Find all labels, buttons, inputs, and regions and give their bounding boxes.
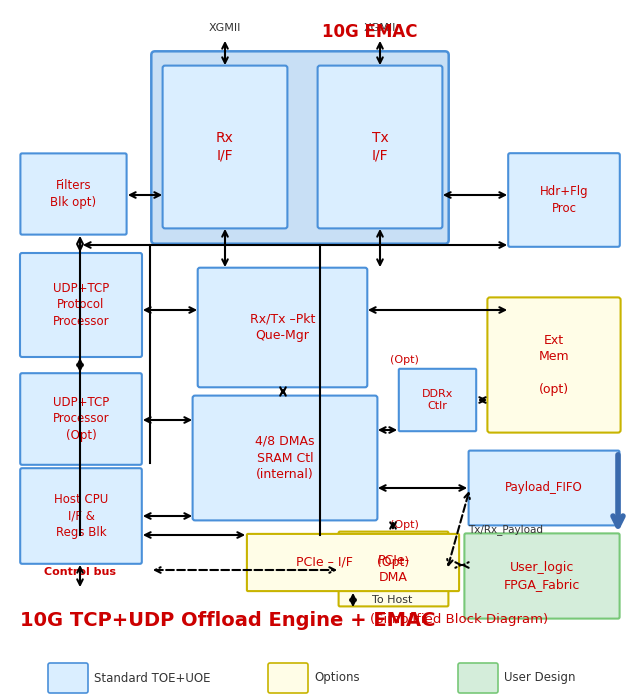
Text: (Simplified Block Diagram): (Simplified Block Diagram) [370, 613, 548, 626]
Text: Host CPU
I/F &
Regs Blk: Host CPU I/F & Regs Blk [54, 493, 108, 539]
Text: UDP+TCP
Protocol
Processor: UDP+TCP Protocol Processor [52, 282, 109, 328]
Text: Rx/Tx –Pkt
Que-Mgr: Rx/Tx –Pkt Que-Mgr [250, 313, 315, 342]
Text: Payload_FIFO: Payload_FIFO [505, 482, 583, 494]
FancyBboxPatch shape [20, 153, 127, 235]
Text: DDRx
Ctlr: DDRx Ctlr [422, 389, 453, 412]
FancyBboxPatch shape [488, 298, 620, 433]
FancyBboxPatch shape [399, 369, 476, 431]
Text: Tx/Rx_Payload: Tx/Rx_Payload [468, 524, 543, 536]
FancyBboxPatch shape [458, 663, 498, 693]
FancyBboxPatch shape [247, 534, 459, 591]
Text: 10G EMAC: 10G EMAC [322, 23, 418, 41]
FancyBboxPatch shape [162, 66, 288, 228]
Text: 4/8 DMAs
SRAM Ctl
(internal): 4/8 DMAs SRAM Ctl (internal) [255, 435, 315, 481]
FancyBboxPatch shape [339, 531, 449, 606]
FancyBboxPatch shape [20, 468, 142, 564]
Text: Ext
Mem

(opt): Ext Mem (opt) [539, 334, 569, 396]
FancyBboxPatch shape [48, 663, 88, 693]
FancyBboxPatch shape [20, 253, 142, 357]
FancyBboxPatch shape [318, 66, 442, 228]
FancyBboxPatch shape [197, 267, 367, 387]
Text: Hdr+Flg
Proc: Hdr+Flg Proc [540, 186, 589, 215]
Text: PCIe – I/F      (Opt): PCIe – I/F (Opt) [296, 556, 410, 569]
FancyBboxPatch shape [268, 663, 308, 693]
Text: XGMII: XGMII [364, 23, 396, 33]
Text: Tx
I/F: Tx I/F [372, 131, 389, 163]
Text: User Design: User Design [504, 671, 576, 685]
FancyBboxPatch shape [20, 373, 142, 465]
FancyBboxPatch shape [192, 395, 378, 520]
FancyBboxPatch shape [465, 533, 620, 619]
Text: UDP+TCP
Processor
(Opt): UDP+TCP Processor (Opt) [52, 396, 109, 442]
FancyBboxPatch shape [151, 51, 449, 244]
Text: XGMII: XGMII [209, 23, 241, 33]
Text: (Opt): (Opt) [390, 355, 419, 365]
Text: Options: Options [314, 671, 360, 685]
Text: Filters
Blk opt): Filters Blk opt) [50, 179, 96, 209]
Text: Standard TOE+UOE: Standard TOE+UOE [94, 671, 210, 685]
Text: (Opt): (Opt) [390, 520, 419, 530]
Text: PCIe-
DMA: PCIe- DMA [378, 554, 410, 584]
Text: User_logic
FPGA_Fabric: User_logic FPGA_Fabric [504, 561, 580, 591]
Text: Rx
I/F: Rx I/F [216, 131, 234, 163]
Text: Control bus: Control bus [44, 567, 116, 577]
Text: To Host: To Host [372, 595, 412, 605]
FancyBboxPatch shape [468, 451, 619, 526]
FancyBboxPatch shape [508, 153, 620, 247]
Text: 10G TCP+UDP Offload Engine + EMAC: 10G TCP+UDP Offload Engine + EMAC [20, 610, 436, 629]
